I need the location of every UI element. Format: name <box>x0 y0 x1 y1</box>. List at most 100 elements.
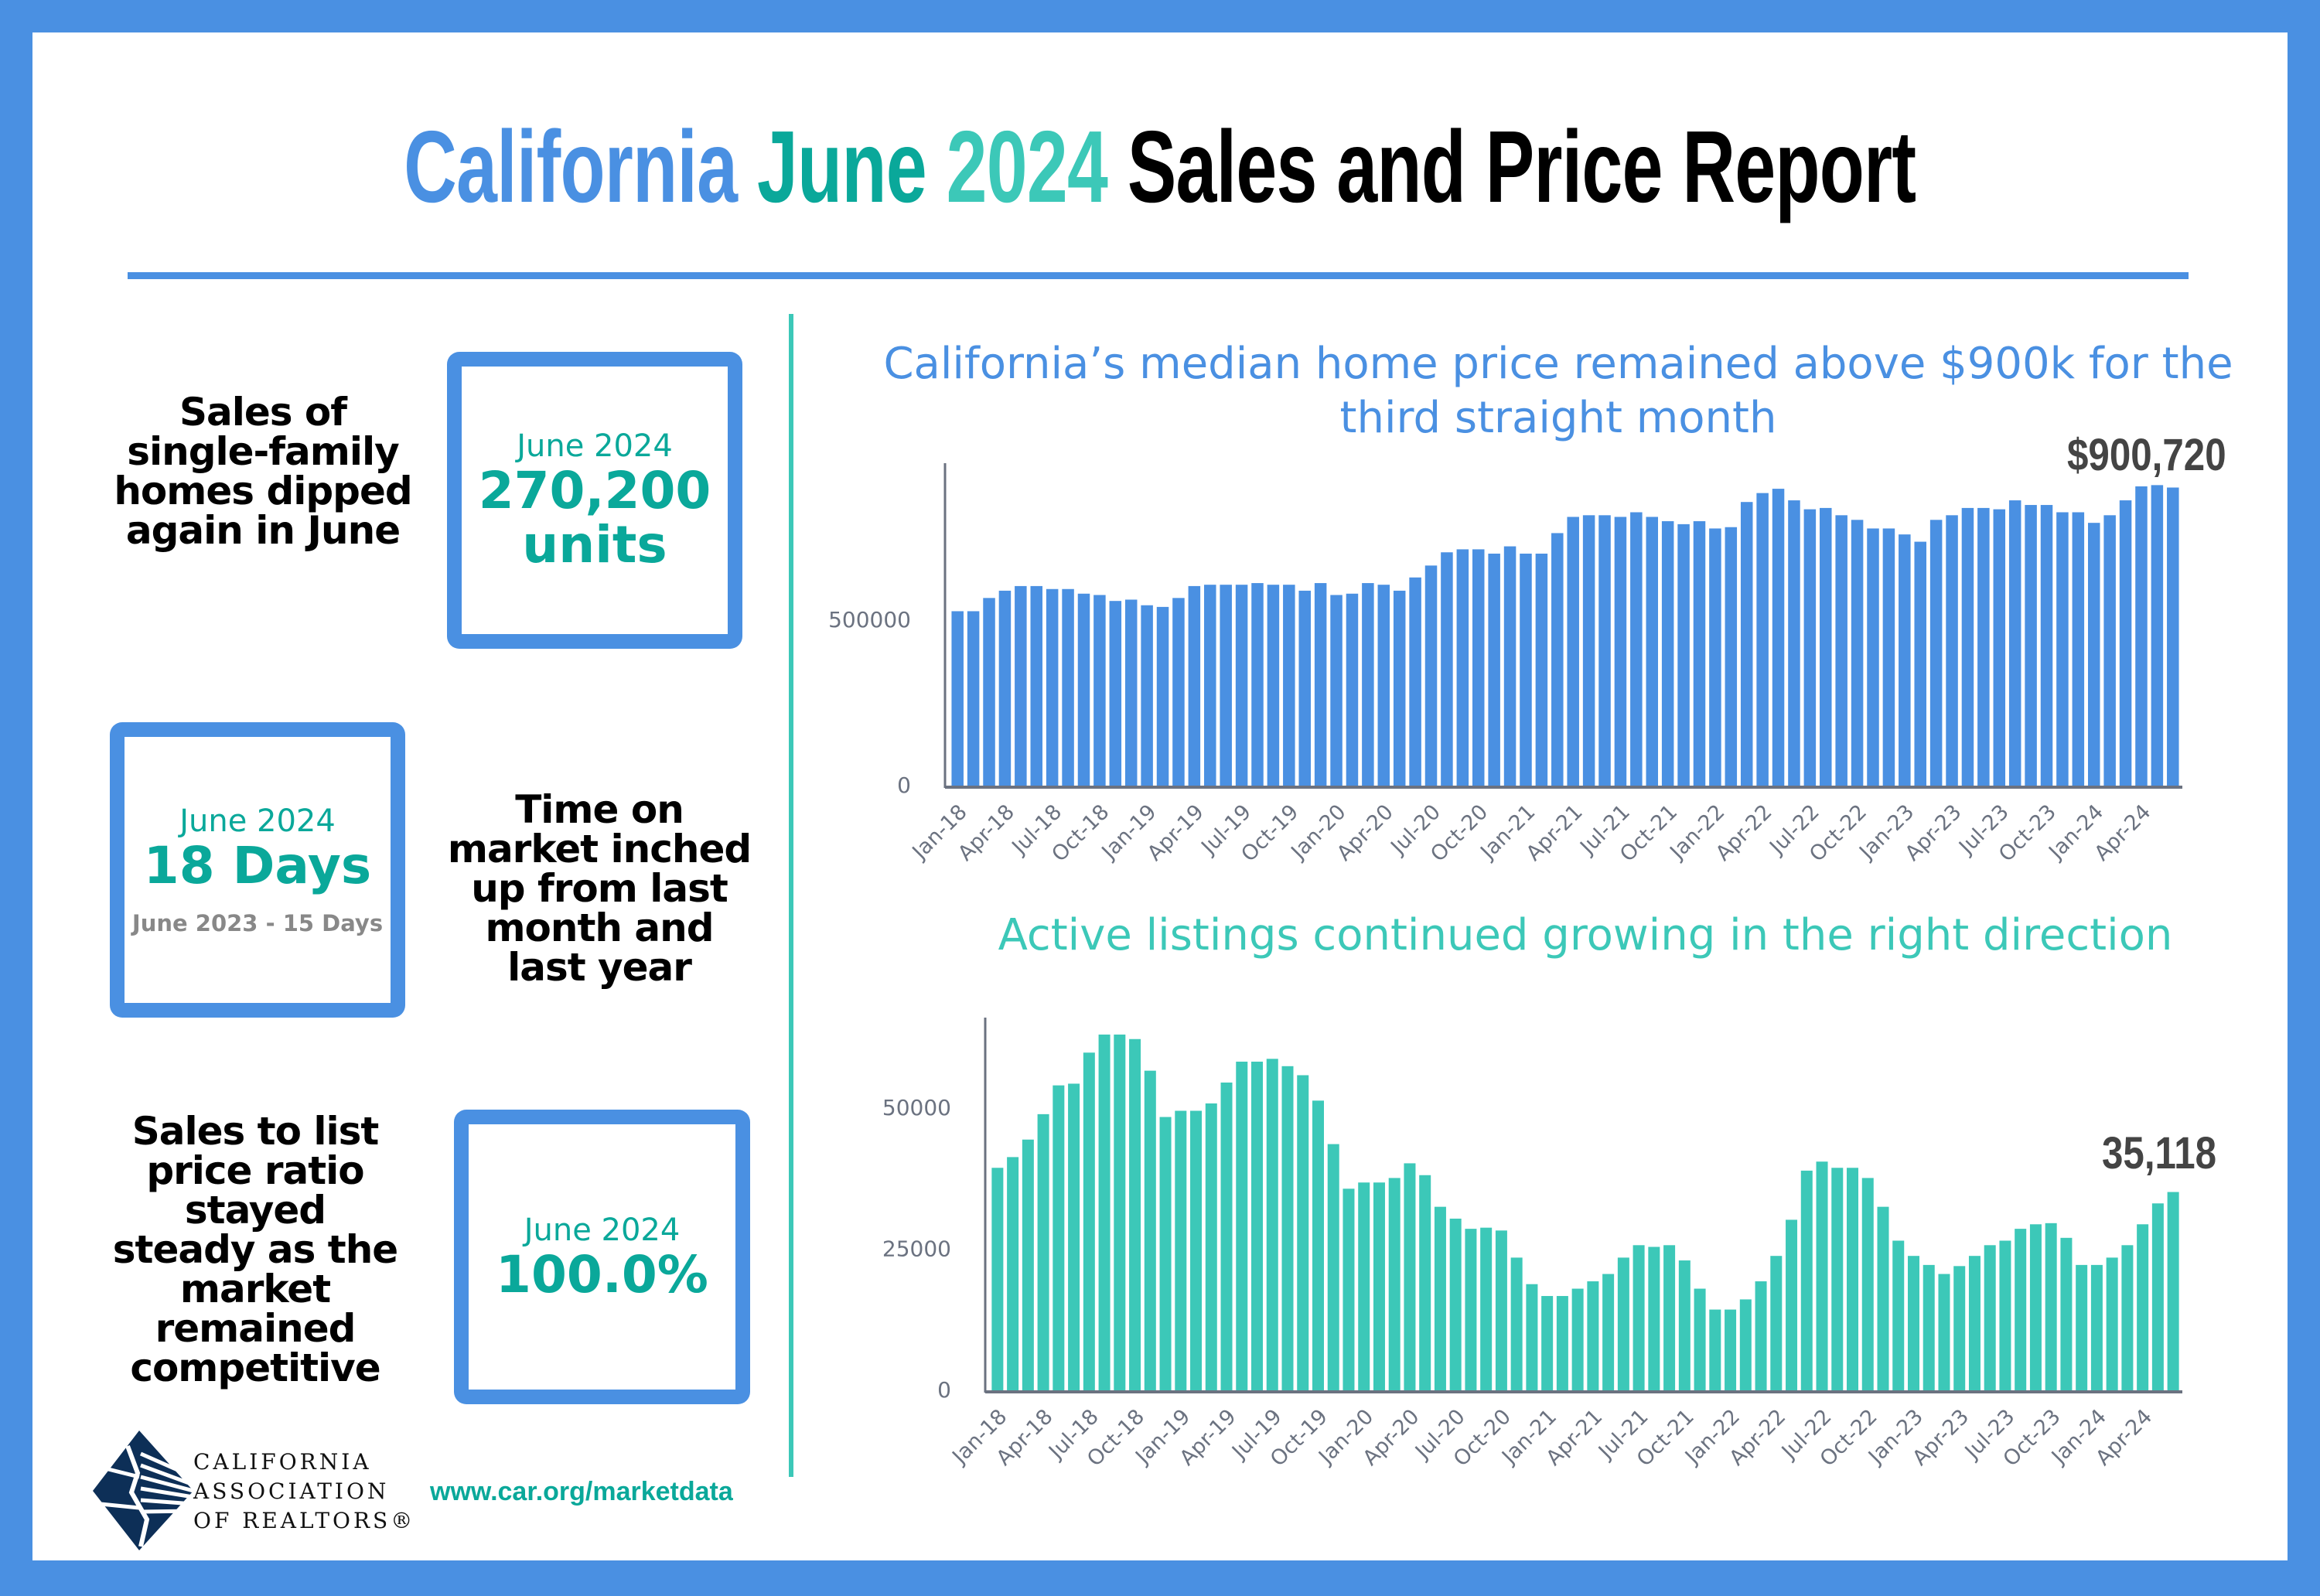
bar-Aug-22 <box>1820 507 1832 786</box>
bar-Jan-23 <box>1907 1256 1919 1390</box>
stl-period: June 2024 <box>524 1212 681 1248</box>
bar-Feb-18 <box>1007 1157 1019 1390</box>
bar-Jan-23 <box>1899 534 1911 786</box>
bar-Jan-18 <box>991 1168 1004 1390</box>
bar-Mar-21 <box>1551 533 1564 786</box>
bar-Jun-18 <box>1030 585 1043 786</box>
bar-Mar-24 <box>2121 1245 2134 1390</box>
sales-stat-box: June 2024 270,200 units <box>447 352 742 649</box>
price-callout: $900,720 <box>2067 430 2226 480</box>
logo-line: CALIFORNIA <box>193 1449 372 1475</box>
bar-Jun-21 <box>1598 515 1611 786</box>
stl-value: 100.0% <box>496 1244 708 1304</box>
bar-Jun-24 <box>2167 1192 2179 1390</box>
bar-Dec-18 <box>1159 1117 1172 1390</box>
bar-Feb-22 <box>1739 1299 1752 1390</box>
bar-Oct-18 <box>1093 595 1106 786</box>
bar-Jun-22 <box>1800 1170 1813 1390</box>
market-data-link[interactable]: www.car.org/marketdata <box>430 1477 733 1506</box>
sales-unit: units <box>522 515 667 575</box>
bar-Apr-21 <box>1587 1281 1599 1390</box>
bar-Aug-18 <box>1098 1034 1111 1390</box>
bar-Aug-21 <box>1630 512 1643 786</box>
bar-Oct-19 <box>1312 1100 1324 1390</box>
bar-Mar-23 <box>1929 520 1943 786</box>
bar-Mar-20 <box>1388 1178 1401 1390</box>
bar-Nov-23 <box>2056 512 2069 786</box>
bar-May-23 <box>1968 1256 1981 1390</box>
bar-Dec-22 <box>1882 528 1895 786</box>
bar-Nov-18 <box>1144 1070 1156 1390</box>
bar-Apr-24 <box>2135 486 2148 786</box>
bar-Jun-19 <box>1220 585 1232 786</box>
bar-Jul-22 <box>1816 1161 1828 1390</box>
bar-Feb-20 <box>1346 593 1359 786</box>
listings-callout: 35,118 <box>2102 1128 2217 1178</box>
bar-Jan-22 <box>1725 1309 1737 1390</box>
bar-Jan-21 <box>1541 1296 1554 1390</box>
bar-Oct-20 <box>1495 1230 1507 1390</box>
bar-Jul-19 <box>1266 1059 1278 1390</box>
tom-value: 18 Days <box>143 836 372 895</box>
bar-Nov-18 <box>1109 601 1122 786</box>
bar-Sep-19 <box>1267 585 1280 786</box>
bar-Sep-21 <box>1646 517 1659 786</box>
bar-Jul-20 <box>1424 565 1438 786</box>
bar-Aug-19 <box>1251 583 1264 786</box>
bar-May-19 <box>1204 585 1216 786</box>
title-month: June <box>757 110 927 223</box>
bar-Dec-19 <box>1314 583 1327 786</box>
bar-Apr-22 <box>1770 1256 1783 1390</box>
price-chart-title: California’s median home price remained … <box>883 339 2233 443</box>
bar-Mar-22 <box>1755 1281 1767 1390</box>
bar-Oct-22 <box>1851 520 1864 786</box>
y-tick-label: 50000 <box>882 1095 951 1120</box>
title-report: Sales and Price Report <box>1128 110 1916 223</box>
bar-Apr-22 <box>1756 493 1769 786</box>
bar-Jul-23 <box>1999 1240 2011 1390</box>
bar-Sep-23 <box>2029 1224 2042 1390</box>
bar-Jul-23 <box>1993 509 2006 786</box>
listings-chart-title: Active listings continued growing in the… <box>998 910 2173 960</box>
bar-Dec-21 <box>1693 521 1706 786</box>
sales-to-list-box: June 2024 100.0% <box>454 1110 750 1404</box>
bar-Dec-23 <box>2076 1264 2088 1390</box>
bar-May-18 <box>1015 585 1027 786</box>
bar-Aug-21 <box>1648 1246 1660 1390</box>
bar-Nov-22 <box>1877 1206 1889 1390</box>
bar-May-22 <box>1786 1219 1798 1390</box>
bar-Apr-19 <box>1188 585 1201 786</box>
bar-Dec-22 <box>1892 1240 1905 1390</box>
bar-Aug-23 <box>2008 500 2021 786</box>
bar-Mar-19 <box>1205 1103 1217 1390</box>
bar-Jul-18 <box>1083 1052 1095 1390</box>
logo-line: ASSOCIATION <box>193 1478 390 1504</box>
bar-May-23 <box>1961 507 1974 786</box>
bar-Mar-23 <box>1938 1274 1950 1390</box>
bar-May-18 <box>1053 1085 1065 1390</box>
bar-Mar-21 <box>1571 1288 1584 1390</box>
bar-Jul-19 <box>1235 585 1248 786</box>
bar-Jan-24 <box>2087 523 2100 786</box>
bar-Jan-20 <box>1358 1182 1370 1390</box>
tom-comparison: June 2023 - 15 Days <box>131 910 384 936</box>
bar-Jun-21 <box>1617 1257 1629 1390</box>
bar-Dec-20 <box>1503 546 1517 786</box>
bar-Jul-18 <box>1046 588 1059 786</box>
y-tick-label: 500000 <box>828 607 911 633</box>
bar-Apr-23 <box>1946 515 1958 786</box>
column-divider <box>789 314 793 1477</box>
bar-May-21 <box>1602 1274 1615 1390</box>
bar-Jan-20 <box>1330 595 1343 786</box>
bar-Apr-20 <box>1404 1163 1416 1390</box>
y-tick-label: 0 <box>937 1377 951 1403</box>
bar-Jan-19 <box>1141 605 1153 786</box>
bar-Nov-19 <box>1298 590 1311 786</box>
bar-Jun-24 <box>2167 487 2179 786</box>
logo-line: OF REALTORS® <box>193 1508 416 1533</box>
bar-Sep-22 <box>1847 1168 1859 1390</box>
bar-Sep-21 <box>1663 1245 1676 1390</box>
bar-May-22 <box>1772 489 1785 786</box>
time-on-market-box: June 2024 18 Days June 2023 - 15 Days <box>110 722 405 1018</box>
